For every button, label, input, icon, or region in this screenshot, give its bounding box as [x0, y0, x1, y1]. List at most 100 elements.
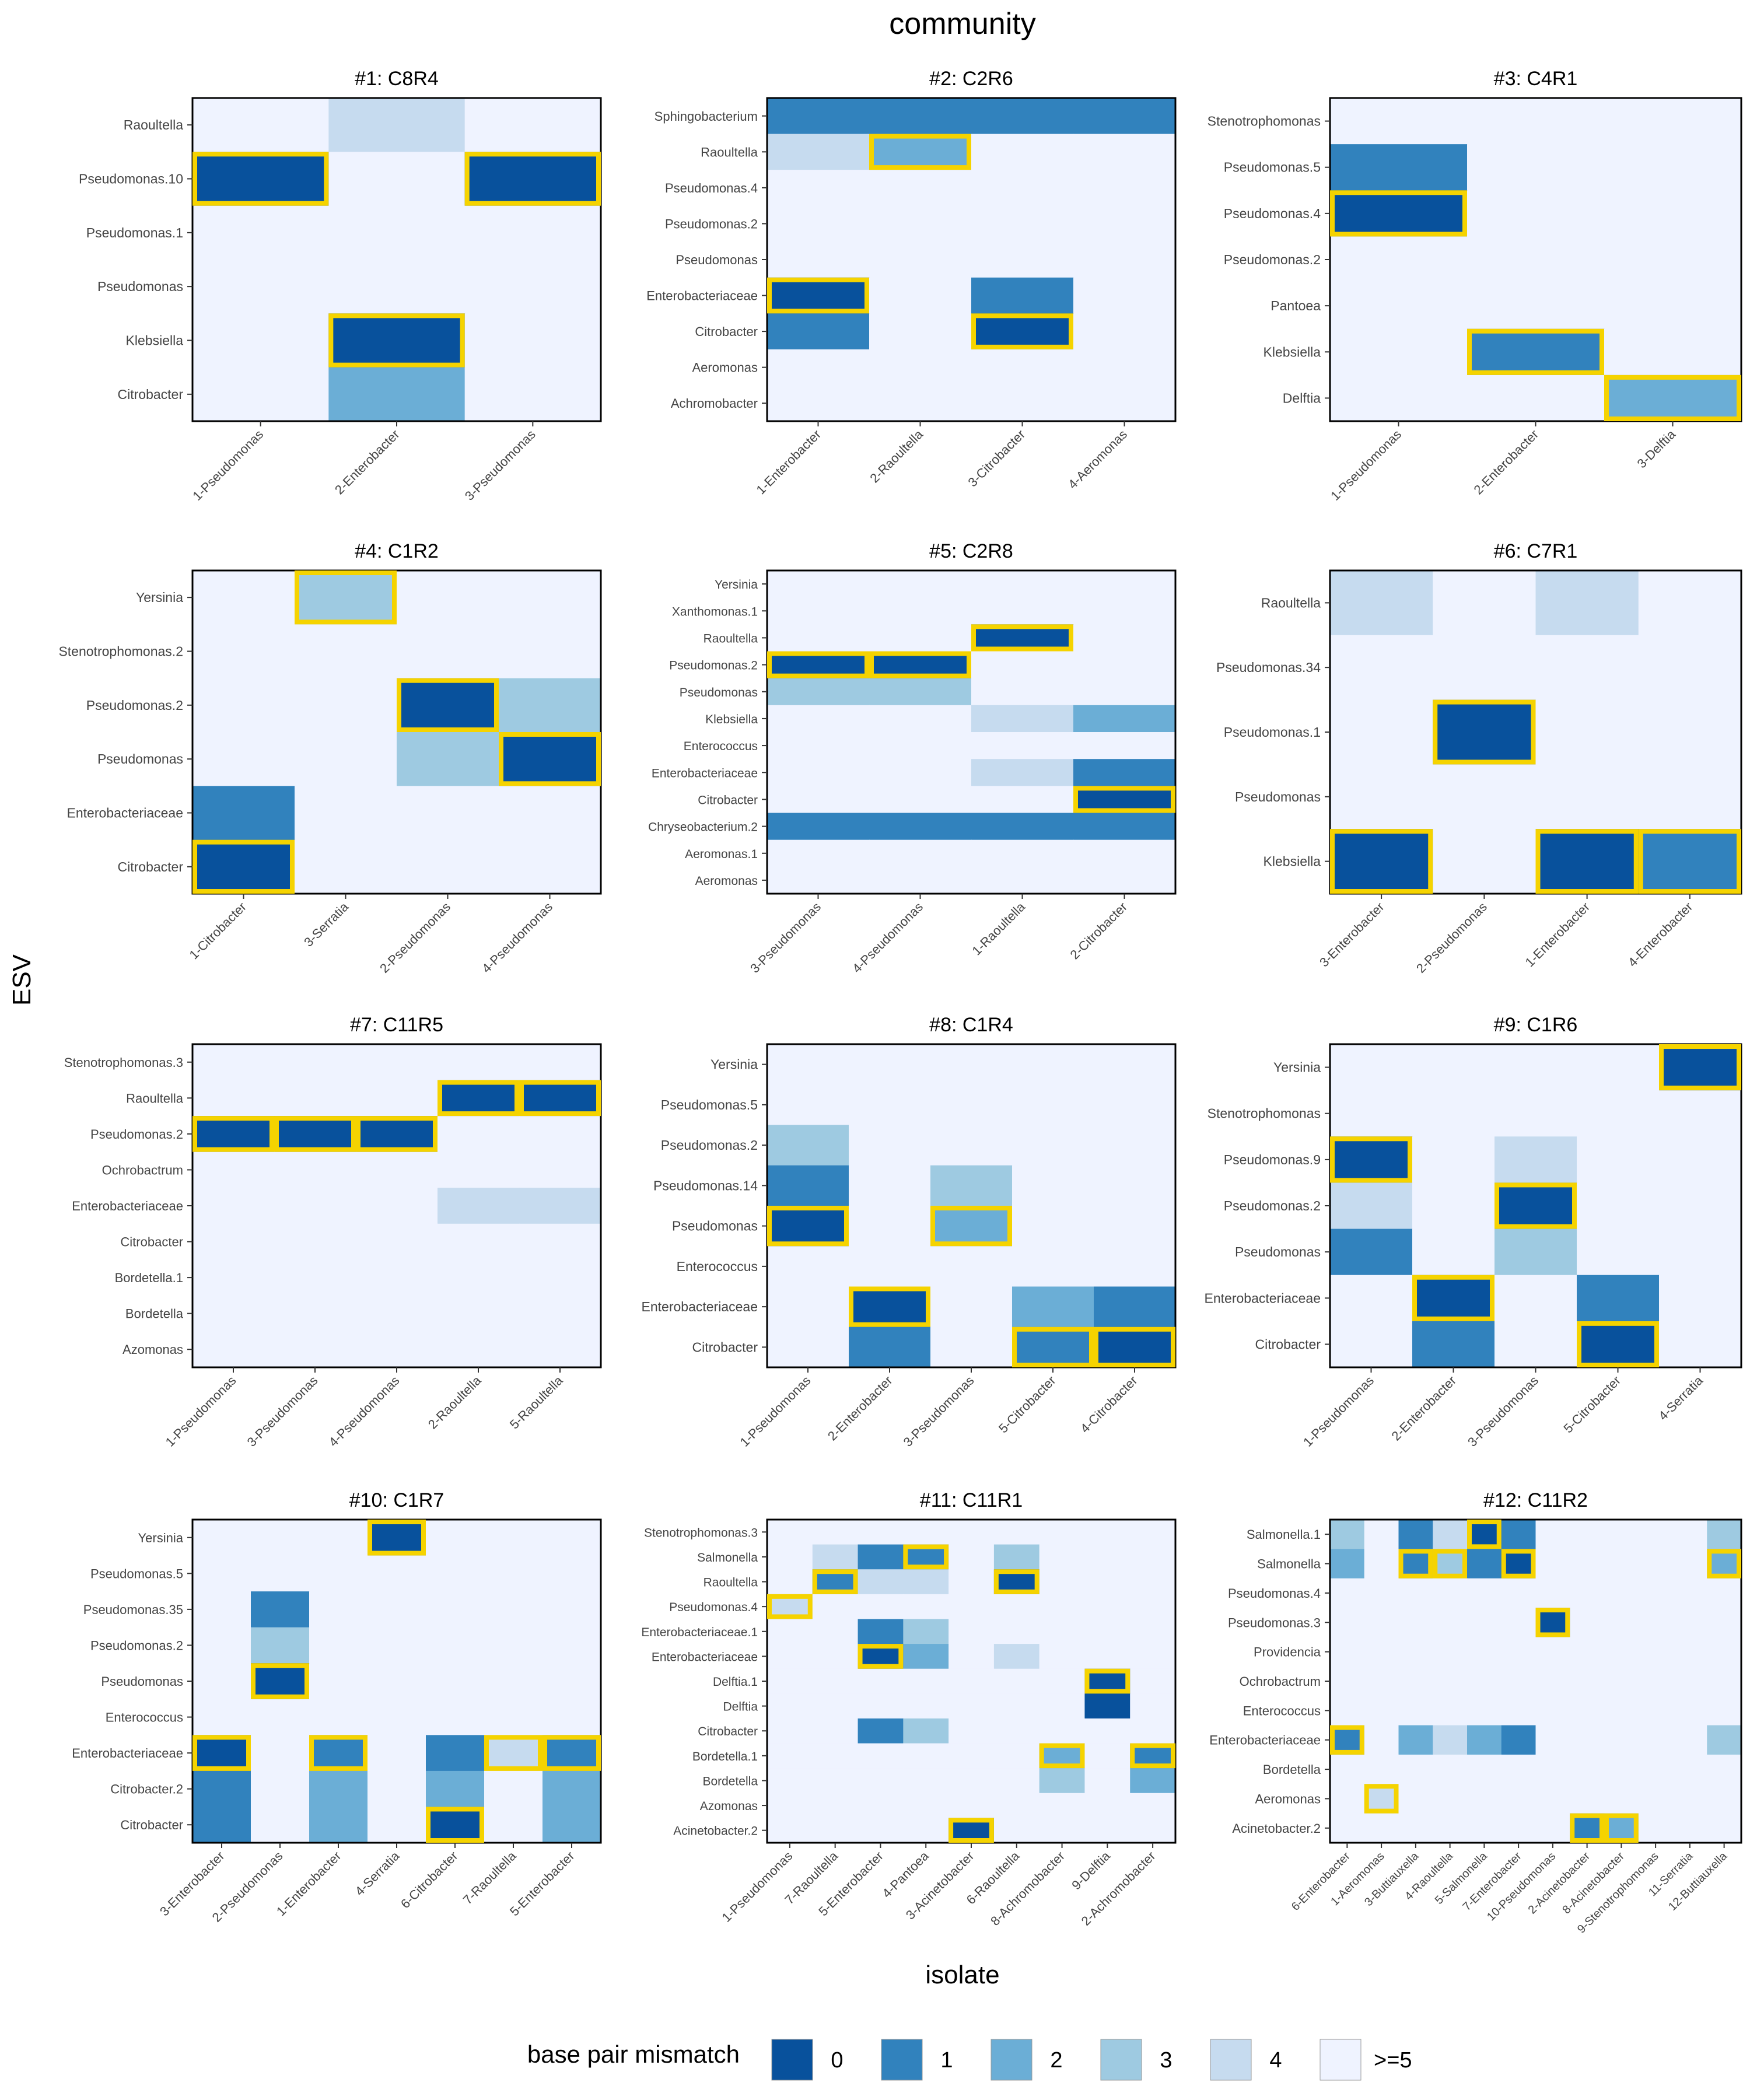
heatmap-cell	[767, 1668, 813, 1694]
heatmap-cell	[1433, 1666, 1468, 1696]
heatmap-cell	[1073, 866, 1176, 894]
heatmap-cell	[1130, 1619, 1176, 1644]
y-tick-label: Pseudomonas.2	[669, 659, 758, 673]
heatmap-cell	[368, 1627, 426, 1664]
heatmap-cell	[192, 570, 295, 625]
heatmap-cell	[1659, 1228, 1742, 1276]
heatmap-cell	[1604, 144, 1742, 191]
heatmap-cell	[1039, 1569, 1086, 1595]
heatmap-cell	[438, 1223, 520, 1260]
heatmap-cell	[1638, 1578, 1674, 1608]
heatmap-cell	[767, 759, 870, 786]
heatmap-cell	[767, 242, 870, 278]
heatmap-cell	[368, 1555, 426, 1592]
heatmap-cell	[499, 678, 601, 733]
heatmap-cell	[1433, 1784, 1468, 1814]
y-tick-label: Providencia	[1254, 1645, 1321, 1660]
heatmap-cell	[1094, 1165, 1176, 1206]
heatmap-cell	[767, 1619, 813, 1644]
heatmap-cell	[869, 98, 972, 135]
heatmap-cell	[542, 1591, 601, 1628]
heatmap-cell	[949, 1544, 995, 1570]
heatmap-cell	[542, 1663, 601, 1700]
highlight-box	[767, 1594, 813, 1619]
heatmap-cell	[1364, 1696, 1399, 1726]
heatmap-cell	[993, 1793, 1040, 1818]
heatmap-cell	[1570, 1666, 1605, 1696]
heatmap-cell	[903, 1768, 949, 1794]
heatmap-cell	[274, 1331, 356, 1368]
heatmap-cell	[519, 1044, 601, 1081]
heatmap-cell	[1467, 1784, 1502, 1814]
heatmap-cell	[930, 1326, 1013, 1368]
heatmap-cell	[499, 732, 601, 786]
heatmap-cell	[1012, 1286, 1094, 1328]
highlight-box	[1707, 1549, 1741, 1578]
y-tick-label: Citrobacter	[1255, 1336, 1321, 1352]
heatmap-cell	[1330, 1608, 1365, 1638]
heatmap-cell	[309, 1663, 368, 1700]
heatmap-cell	[1433, 1520, 1468, 1549]
heatmap-cell	[1130, 1818, 1176, 1843]
heatmap-cell	[1330, 1182, 1413, 1230]
highlight-box	[1094, 1326, 1175, 1367]
heatmap-cell	[993, 1668, 1040, 1694]
y-tick-label: Yersinia	[710, 1057, 758, 1072]
heatmap-cell	[1039, 1718, 1086, 1744]
heatmap-cell	[397, 570, 499, 625]
heatmap-cell	[1039, 1818, 1086, 1843]
heatmap-cell	[1364, 1754, 1399, 1784]
heatmap-cell	[1659, 1182, 1742, 1230]
heatmap-cell	[1039, 1793, 1086, 1818]
heatmap-cell	[1330, 236, 1468, 284]
y-tick-label: Azomonas	[700, 1800, 758, 1813]
heatmap-cell	[1672, 1813, 1707, 1843]
heatmap-cell	[767, 866, 870, 894]
heatmap-cell	[1398, 1520, 1433, 1549]
heatmap-cell	[1467, 144, 1605, 191]
heatmap-cell	[767, 786, 870, 814]
heatmap-cell	[869, 205, 972, 242]
heatmap-cell	[1604, 1608, 1639, 1638]
y-tick-label: Pseudomonas.1	[1224, 724, 1321, 740]
heatmap-cell	[971, 597, 1074, 625]
heatmap-cell	[971, 759, 1074, 786]
heatmap-cell	[767, 1818, 813, 1843]
heatmap-cell	[849, 1084, 931, 1126]
heatmap-cell	[767, 1768, 813, 1794]
panel-3: #3: C4R1 Stenotrophomonas Pseudomonas.5 Pse…	[1208, 68, 1742, 503]
y-tick-label: Acinetobacter.2	[1232, 1821, 1321, 1836]
heatmap-cell	[971, 786, 1074, 814]
heatmap-cell	[1570, 1725, 1605, 1755]
highlight-box	[767, 1206, 849, 1247]
heatmap-cell	[251, 1520, 310, 1556]
heatmap-cell	[368, 1735, 426, 1772]
heatmap-cell	[251, 1770, 310, 1808]
y-tick-label: Citrobacter	[698, 793, 758, 807]
heatmap-cell	[328, 260, 466, 314]
y-tick-label: Enterobacteriaceae	[72, 1199, 183, 1213]
heatmap-cell	[1672, 1696, 1707, 1726]
heatmap-cell	[309, 1520, 368, 1556]
heatmap-cell	[949, 1693, 995, 1719]
heatmap-cell	[1638, 1784, 1674, 1814]
heatmap-cell	[1707, 1696, 1742, 1726]
highlight-box	[499, 732, 601, 786]
heatmap-cell	[192, 1152, 275, 1188]
heatmap-cell	[1330, 1136, 1413, 1184]
heatmap-cell	[767, 1569, 813, 1595]
y-tick-label: Salmonella.1	[1247, 1527, 1321, 1542]
heatmap-cell	[438, 1116, 520, 1153]
heatmap-cell	[971, 570, 1074, 598]
heatmap-cell	[192, 839, 295, 894]
heatmap-cell	[1433, 1725, 1468, 1755]
heatmap-cell	[1535, 1637, 1570, 1667]
heatmap-cell	[274, 1259, 356, 1296]
y-tick-label: Pseudomonas.5	[661, 1097, 758, 1112]
heatmap-cell	[356, 1116, 438, 1153]
heatmap-cell	[869, 349, 972, 386]
y-tick-label: Bordetella	[702, 1774, 758, 1788]
heatmap-cell	[1073, 813, 1176, 841]
heatmap-cell	[1501, 1608, 1536, 1638]
heatmap-cell	[484, 1591, 543, 1628]
